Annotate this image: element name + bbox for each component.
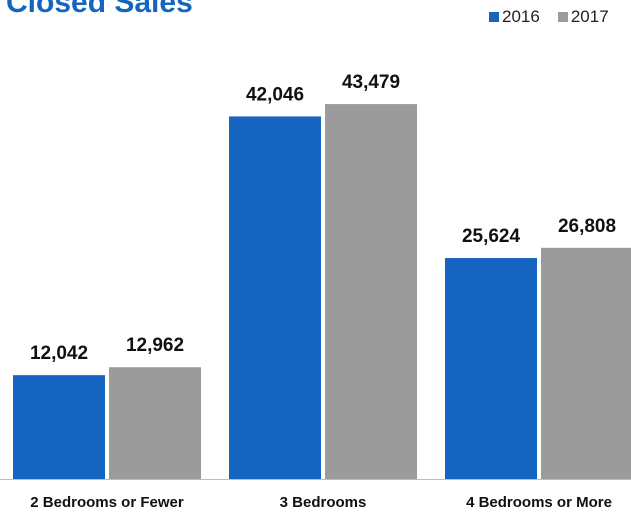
legend-item-2016: 2016 [489, 7, 540, 27]
bar-3-bedrooms-2017 [325, 104, 417, 480]
legend-swatch-2017 [557, 12, 568, 22]
bar-3-bedrooms-2016 [229, 116, 321, 479]
category-label-2-bedrooms-or-fewer: 2 Bedrooms or Fewer [30, 494, 184, 511]
legend: 2016 2017 [489, 6, 609, 28]
bar-2-bedrooms-or-fewer-2017 [109, 367, 201, 479]
category-label-3-bedrooms: 3 Bedrooms [280, 494, 367, 511]
bar-4-bedrooms-or-more-2016 [445, 258, 537, 479]
bar-2-bedrooms-or-fewer-2016 [13, 375, 105, 479]
legend-label-2016: 2016 [502, 7, 540, 26]
data-label-2-bedrooms-or-fewer-2016: 12,042 [30, 343, 88, 364]
bar-4-bedrooms-or-more-2017 [541, 247, 631, 479]
data-label-3-bedrooms-2017: 43,479 [342, 72, 400, 93]
category-label-4-bedrooms-or-more: 4 Bedrooms or More [466, 494, 612, 511]
data-label-4-bedrooms-or-more-2017: 26,808 [558, 216, 616, 237]
data-label-2-bedrooms-or-fewer-2017: 12,962 [126, 335, 184, 356]
data-label-3-bedrooms-2016: 42,046 [246, 84, 304, 105]
legend-item-2017: 2017 [557, 7, 609, 27]
chart-title: Closed Sales [6, 0, 193, 19]
legend-label-2017: 2017 [570, 7, 609, 26]
legend-swatch-2016 [489, 12, 499, 22]
data-label-4-bedrooms-or-more-2016: 25,624 [462, 226, 521, 247]
